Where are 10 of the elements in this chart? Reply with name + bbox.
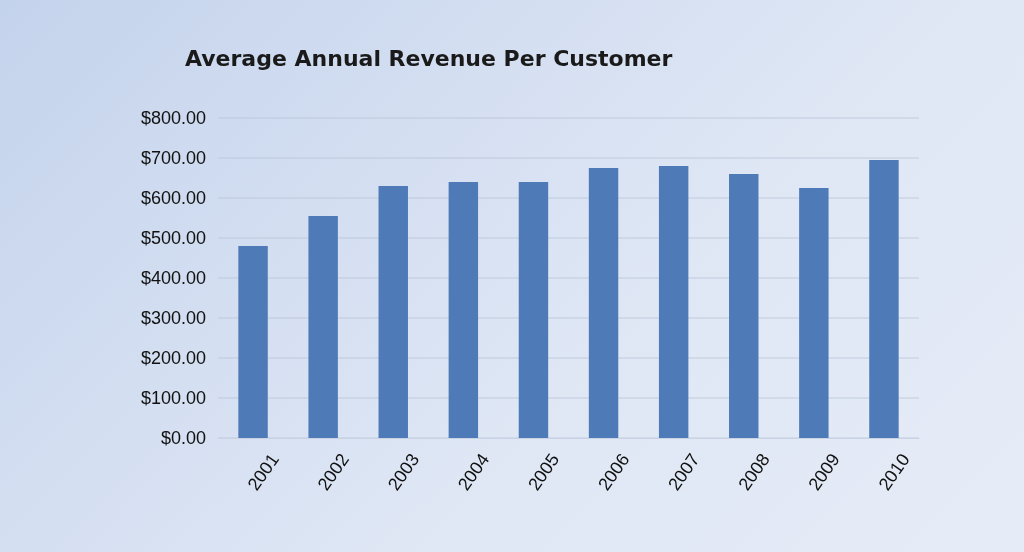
y-tick-label: $600.00 <box>140 188 206 209</box>
y-tick-label: $500.00 <box>140 228 206 249</box>
y-tick-label: $200.00 <box>140 348 206 369</box>
y-tick-label: $700.00 <box>140 148 206 169</box>
y-tick-label: $800.00 <box>140 108 206 129</box>
chart-title: Average Annual Revenue Per Customer <box>185 46 673 71</box>
y-tick-label: $300.00 <box>140 308 206 329</box>
y-tick-label: $100.00 <box>140 388 206 409</box>
y-tick-label: $0.00 <box>160 428 206 449</box>
y-tick-label: $400.00 <box>140 268 206 289</box>
